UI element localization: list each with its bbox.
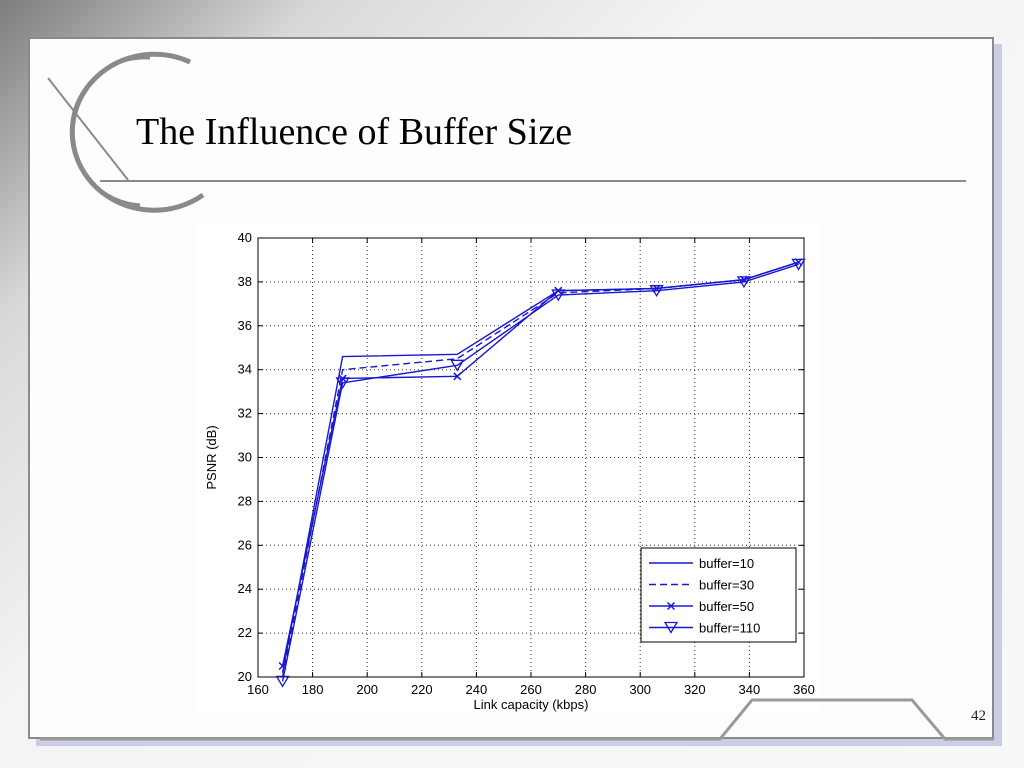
x-axis-label: Link capacity (kbps) (474, 697, 589, 712)
x-tick-label: 220 (411, 682, 433, 697)
chart-area: 160 180 200 220 240 260 280 300 320 340 360 20 22 24 2… (196, 222, 820, 714)
x-tick-label: 160 (247, 682, 269, 697)
legend-label: buffer=110 (699, 621, 760, 636)
page-number: 42 (971, 708, 986, 724)
y-axis-label: PSNR (dB) (204, 425, 219, 489)
slide-title: The Influence of Buffer Size (136, 111, 573, 153)
x-tick-label: 340 (739, 682, 761, 697)
series-layer (275, 258, 806, 688)
axis-ticks: 160 180 200 220 240 260 280 300 320 340 360 20 22 24 2… (238, 230, 815, 697)
series-buffer=30 (281, 261, 799, 678)
y-tick-label: 20 (238, 669, 252, 684)
grid-lines (258, 238, 804, 677)
y-tick-label: 22 (238, 625, 252, 640)
y-tick-label: 26 (238, 537, 252, 552)
x-tick-label: 180 (302, 682, 324, 697)
decorative-slash (47, 77, 129, 181)
y-tick-label: 28 (238, 493, 252, 508)
title-underline (100, 180, 966, 182)
y-tick-label: 34 (238, 362, 252, 377)
x-tick-label: 260 (520, 682, 542, 697)
x-marker (453, 372, 462, 381)
x-tick-label: 360 (793, 682, 815, 697)
y-tick-label: 36 (238, 318, 252, 333)
y-tick-label: 32 (238, 406, 252, 421)
triangle-marker (275, 675, 290, 688)
x-tick-label: 300 (629, 682, 651, 697)
triangle-marker (663, 621, 679, 634)
x-tick-label: 240 (466, 682, 488, 697)
x-marker (666, 601, 676, 611)
y-tick-label: 38 (238, 274, 252, 289)
series-line (281, 263, 799, 682)
series-line (281, 261, 799, 678)
psnr-line-chart: 160 180 200 220 240 260 280 300 320 340 360 20 22 24 2… (204, 230, 815, 712)
x-tick-label: 320 (684, 682, 706, 697)
triangle-marker (791, 258, 806, 271)
x-tick-label: 200 (356, 682, 378, 697)
triangle-marker (551, 289, 566, 302)
y-tick-label: 24 (238, 581, 252, 596)
y-tick-label: 30 (238, 450, 252, 465)
triangle-marker (450, 359, 465, 372)
legend-label: buffer=30 (699, 578, 754, 593)
legend-label: buffer=10 (699, 556, 754, 571)
legend-label: buffer=50 (699, 599, 754, 614)
footer-line (40, 698, 994, 741)
y-tick-label: 40 (238, 230, 252, 245)
triangle-marker (335, 377, 350, 390)
series-buffer=110 (275, 258, 806, 688)
decorative-arc-inner (69, 56, 151, 207)
triangle-marker (736, 276, 752, 289)
chart-legend: buffer=10 buffer=30 buffer=50 buffer=110 (640, 547, 797, 643)
x-tick-label: 280 (575, 682, 597, 697)
triangle-marker (649, 285, 664, 297)
